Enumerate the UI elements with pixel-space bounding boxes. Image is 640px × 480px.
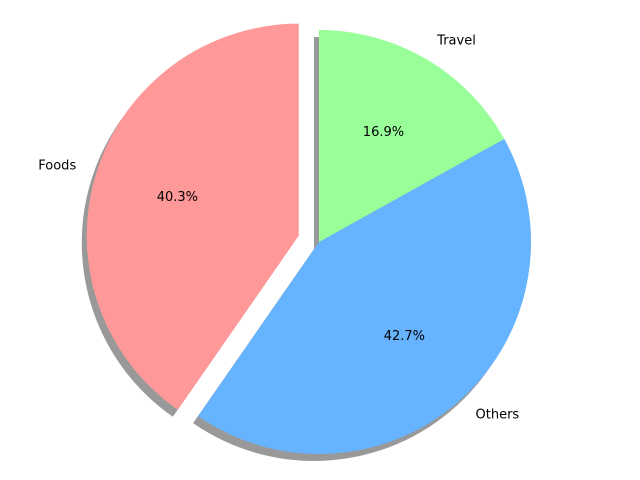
pie-label-layer: Foods 40.3% Others 42.7% Travel 16.9%	[38, 33, 519, 422]
pie-percent-others: 42.7%	[384, 329, 425, 344]
pie-label-others: Others	[476, 407, 520, 422]
pie-slice-travel	[319, 30, 505, 242]
pie-slice-others	[198, 138, 531, 454]
pie-label-foods: Foods	[38, 158, 76, 173]
pie-percent-foods: 40.3%	[157, 190, 198, 205]
pie-percent-travel: 16.9%	[363, 125, 404, 140]
pie-slice-foods	[86, 23, 299, 410]
pie-slice-layer	[86, 23, 531, 454]
pie-label-travel: Travel	[436, 33, 476, 48]
